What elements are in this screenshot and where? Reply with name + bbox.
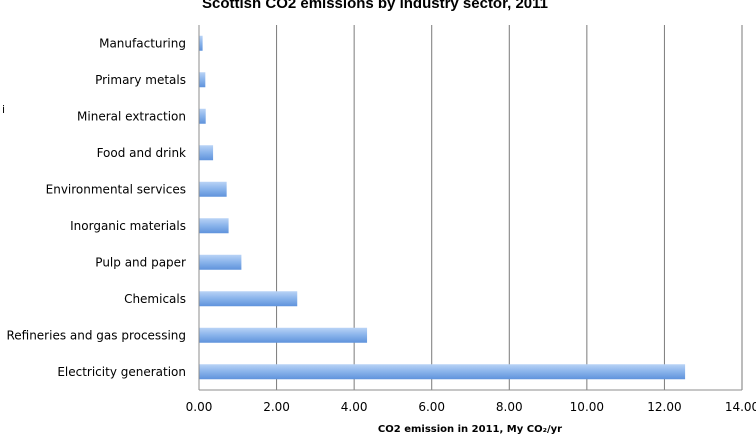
category-label: Inorganic materials (70, 219, 186, 233)
bar-inorganic-materials (199, 218, 229, 234)
x-tick-label: 2.00 (263, 400, 290, 414)
category-label: Food and drink (97, 146, 186, 160)
category-label: Manufacturing (99, 36, 186, 50)
bar-refineries-and-gas-processing (199, 327, 368, 343)
x-tick-label: 6.00 (418, 400, 445, 414)
chart-title: Scottish CO2 emissions by industry secto… (202, 0, 548, 12)
category-label: Electricity generation (57, 365, 186, 379)
stray-mark: i (2, 103, 5, 116)
bar-electricity-generation (199, 364, 686, 380)
x-tick-label: 4.00 (341, 400, 368, 414)
bar-pulp-and-paper (199, 254, 242, 270)
category-label: Refineries and gas processing (6, 328, 186, 342)
x-tick-label: 0.00 (186, 400, 213, 414)
bar-manufacturing (199, 35, 203, 51)
category-label: Chemicals (124, 292, 186, 306)
x-tick-label: 14.00 (725, 400, 756, 414)
x-tick-label: 12.00 (647, 400, 681, 414)
bar-primary-metals (199, 72, 206, 88)
x-tick-label: 8.00 (496, 400, 523, 414)
bar-food-and-drink (199, 145, 214, 161)
bar-chemicals (199, 291, 298, 307)
x-axis-title: CO2 emission in 2011, My CO₂/yr (378, 424, 562, 435)
x-tick-label: 10.00 (570, 400, 604, 414)
category-label: Primary metals (95, 73, 186, 87)
category-label: Environmental services (46, 182, 186, 196)
category-label: Pulp and paper (95, 255, 186, 269)
bar-mineral-extraction (199, 108, 206, 124)
category-label: Mineral extraction (77, 109, 186, 123)
bar-environmental-services (199, 181, 227, 197)
